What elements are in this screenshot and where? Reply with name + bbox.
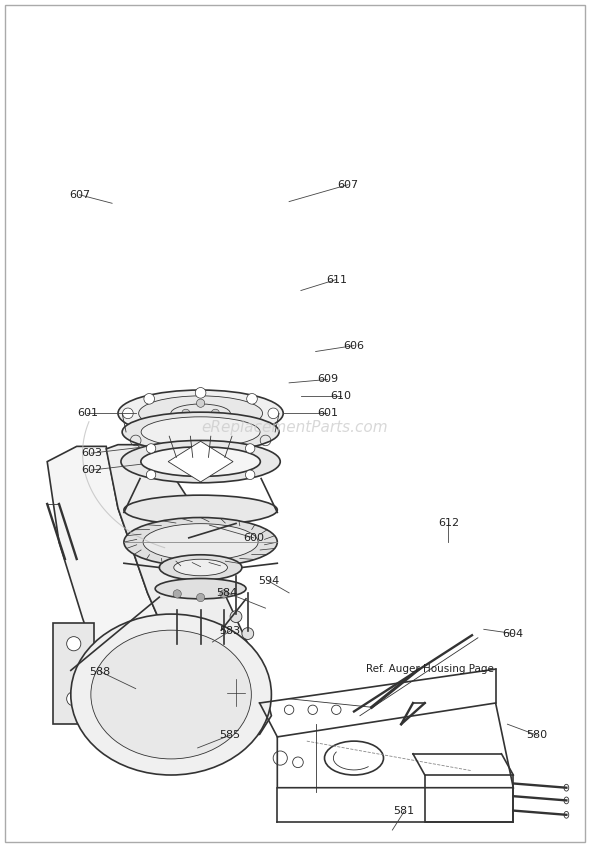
- Circle shape: [218, 640, 230, 652]
- Text: 602: 602: [81, 465, 102, 475]
- Circle shape: [195, 640, 206, 652]
- Ellipse shape: [176, 717, 189, 727]
- Text: 583: 583: [219, 626, 241, 636]
- Circle shape: [171, 640, 183, 652]
- Text: 610: 610: [330, 391, 352, 401]
- Text: 588: 588: [90, 667, 111, 677]
- Circle shape: [100, 653, 107, 660]
- Ellipse shape: [200, 720, 213, 730]
- Polygon shape: [106, 445, 271, 737]
- Text: 607: 607: [69, 190, 90, 200]
- Ellipse shape: [153, 712, 166, 723]
- Text: 594: 594: [258, 576, 279, 586]
- Circle shape: [144, 394, 155, 404]
- Circle shape: [196, 594, 205, 601]
- Ellipse shape: [91, 630, 251, 759]
- Ellipse shape: [159, 555, 242, 580]
- Circle shape: [146, 444, 156, 453]
- Circle shape: [182, 409, 190, 418]
- Ellipse shape: [121, 440, 280, 483]
- Ellipse shape: [141, 417, 260, 447]
- Text: eReplacementParts.com: eReplacementParts.com: [202, 420, 388, 435]
- Ellipse shape: [124, 495, 277, 524]
- Text: 604: 604: [503, 628, 524, 639]
- Polygon shape: [168, 441, 233, 482]
- Ellipse shape: [174, 559, 228, 576]
- Text: 601: 601: [77, 408, 98, 418]
- Text: 585: 585: [219, 730, 241, 740]
- Text: 584: 584: [217, 588, 238, 598]
- Ellipse shape: [71, 614, 271, 775]
- Text: 612: 612: [438, 518, 459, 529]
- Ellipse shape: [118, 390, 283, 437]
- Ellipse shape: [124, 518, 277, 567]
- Text: 611: 611: [326, 274, 347, 285]
- Ellipse shape: [139, 396, 263, 431]
- Circle shape: [67, 692, 81, 706]
- Ellipse shape: [122, 412, 279, 451]
- Text: 581: 581: [394, 806, 415, 817]
- Circle shape: [245, 444, 255, 453]
- Circle shape: [146, 470, 156, 479]
- Circle shape: [220, 590, 228, 598]
- Circle shape: [247, 394, 257, 404]
- Text: 603: 603: [81, 448, 102, 458]
- Circle shape: [133, 455, 138, 460]
- Circle shape: [244, 657, 251, 664]
- Polygon shape: [47, 446, 189, 724]
- Circle shape: [173, 590, 181, 598]
- Text: 607: 607: [337, 180, 359, 190]
- Circle shape: [144, 423, 155, 433]
- Circle shape: [195, 429, 206, 439]
- Circle shape: [196, 399, 205, 407]
- Circle shape: [242, 628, 254, 639]
- Circle shape: [268, 408, 278, 418]
- Circle shape: [230, 611, 242, 623]
- Circle shape: [195, 388, 206, 398]
- Circle shape: [123, 408, 133, 418]
- Text: 606: 606: [343, 340, 365, 351]
- Ellipse shape: [155, 579, 246, 599]
- Circle shape: [247, 423, 257, 433]
- Text: 601: 601: [317, 408, 338, 418]
- Ellipse shape: [141, 447, 260, 476]
- Text: Ref. Auger Housing Page: Ref. Auger Housing Page: [366, 664, 494, 674]
- Circle shape: [196, 419, 205, 428]
- Ellipse shape: [143, 523, 258, 561]
- Circle shape: [67, 637, 81, 650]
- Circle shape: [211, 409, 219, 418]
- Polygon shape: [53, 623, 94, 724]
- Text: 609: 609: [317, 374, 338, 385]
- Circle shape: [245, 470, 255, 479]
- Text: 580: 580: [526, 730, 548, 740]
- Text: 600: 600: [243, 533, 264, 543]
